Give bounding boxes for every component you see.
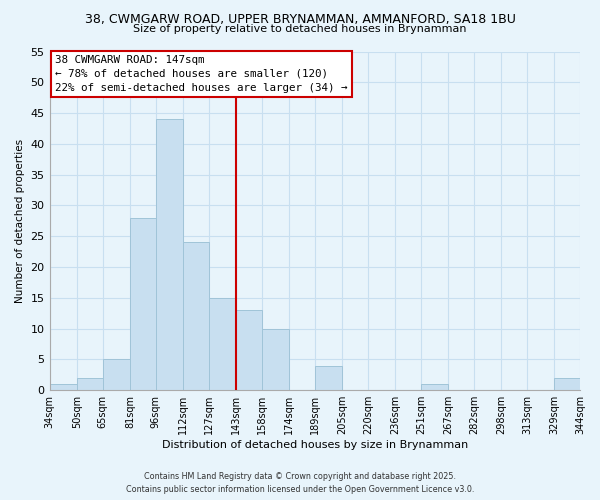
Bar <box>155 119 183 390</box>
Bar <box>130 218 155 390</box>
Bar <box>50 384 77 390</box>
X-axis label: Distribution of detached houses by size in Brynamman: Distribution of detached houses by size … <box>161 440 468 450</box>
Bar <box>554 378 580 390</box>
Bar <box>262 328 289 390</box>
Bar <box>77 378 103 390</box>
Text: 38 CWMGARW ROAD: 147sqm
← 78% of detached houses are smaller (120)
22% of semi-d: 38 CWMGARW ROAD: 147sqm ← 78% of detache… <box>55 55 347 93</box>
Text: Contains HM Land Registry data © Crown copyright and database right 2025.
Contai: Contains HM Land Registry data © Crown c… <box>126 472 474 494</box>
Bar <box>236 310 262 390</box>
Y-axis label: Number of detached properties: Number of detached properties <box>15 139 25 303</box>
Bar <box>421 384 448 390</box>
Bar <box>103 360 130 390</box>
Text: 38, CWMGARW ROAD, UPPER BRYNAMMAN, AMMANFORD, SA18 1BU: 38, CWMGARW ROAD, UPPER BRYNAMMAN, AMMAN… <box>85 12 515 26</box>
Bar <box>183 242 209 390</box>
Bar <box>315 366 342 390</box>
Bar <box>209 298 236 390</box>
Text: Size of property relative to detached houses in Brynamman: Size of property relative to detached ho… <box>133 24 467 34</box>
